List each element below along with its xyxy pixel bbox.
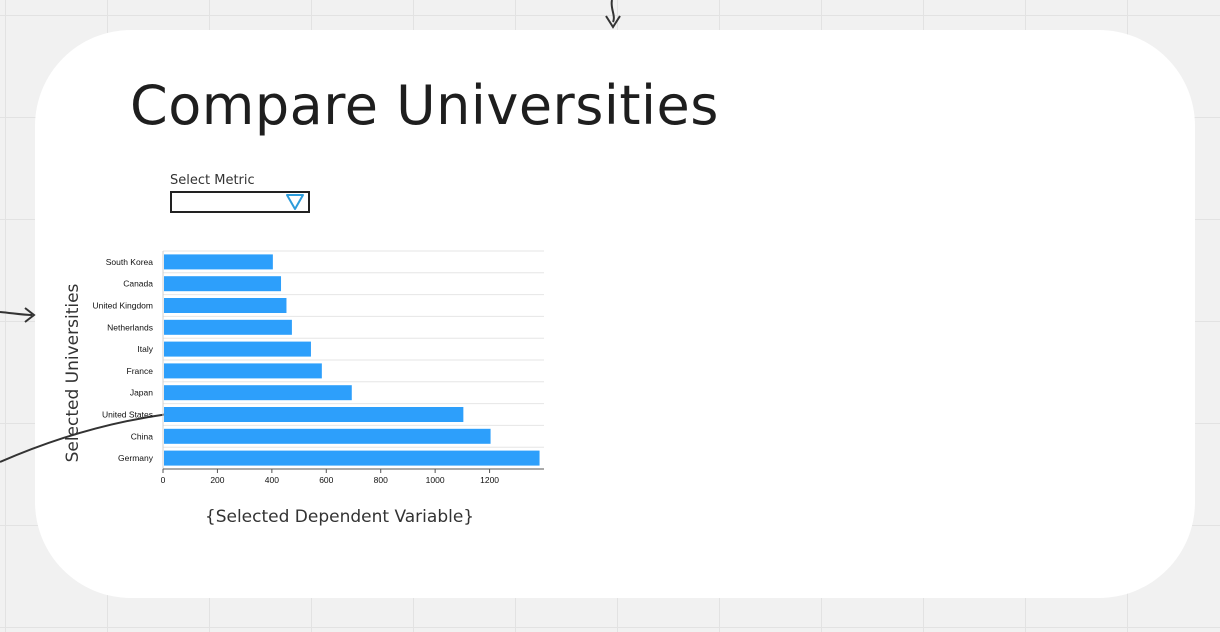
- bar-china: [164, 428, 491, 444]
- x-tick-label: 0: [161, 475, 166, 485]
- bar-united-states: [164, 407, 464, 422]
- y-tick-label: Netherlands: [107, 322, 153, 332]
- compare-universities-card: [35, 30, 1195, 598]
- y-axis-title: Selected Universities: [63, 283, 83, 462]
- universities-bar-chart: South Korea Canada United Kingdom Netherlan…: [63, 250, 544, 527]
- x-tick-label: 1200: [480, 475, 499, 485]
- y-tick-label: Canada: [123, 279, 153, 289]
- bar-germany: [164, 450, 540, 466]
- bar-united-kingdom: [164, 298, 287, 313]
- page-title: Compare Universities: [130, 74, 719, 137]
- y-tick-label: France: [127, 366, 154, 376]
- bar-south-korea: [164, 254, 273, 270]
- y-tick-label: Japan: [130, 388, 153, 398]
- connector-arrowhead-left: [24, 307, 36, 323]
- y-tick-label: Italy: [137, 344, 153, 354]
- bar-france: [164, 363, 322, 379]
- y-tick-label: United Kingdom: [93, 301, 153, 311]
- y-tick-label: China: [131, 431, 153, 441]
- y-tick-label: Germany: [118, 453, 154, 463]
- x-tick-label: 600: [319, 475, 333, 485]
- bar-japan: [164, 385, 352, 401]
- x-tick-label: 200: [210, 475, 224, 485]
- metric-select-dropdown[interactable]: [170, 191, 310, 213]
- y-tick-label: South Korea: [106, 257, 154, 267]
- bar-netherlands: [164, 319, 292, 335]
- x-tick-label: 1000: [426, 475, 445, 485]
- x-axis-title: {Selected Dependent Variable}: [205, 507, 474, 527]
- metric-select-label: Select Metric: [170, 173, 255, 188]
- x-tick-label: 800: [374, 475, 388, 485]
- connector-arrowhead-top: [605, 15, 621, 29]
- x-tick-label: 400: [265, 475, 279, 485]
- bar-italy: [164, 341, 311, 357]
- connector-arrow-left: [0, 311, 33, 316]
- connector-arrow-top: [610, 0, 615, 23]
- y-tick-label: United States: [102, 410, 153, 420]
- bar-canada: [164, 276, 282, 292]
- chevron-down-icon[interactable]: [284, 193, 306, 211]
